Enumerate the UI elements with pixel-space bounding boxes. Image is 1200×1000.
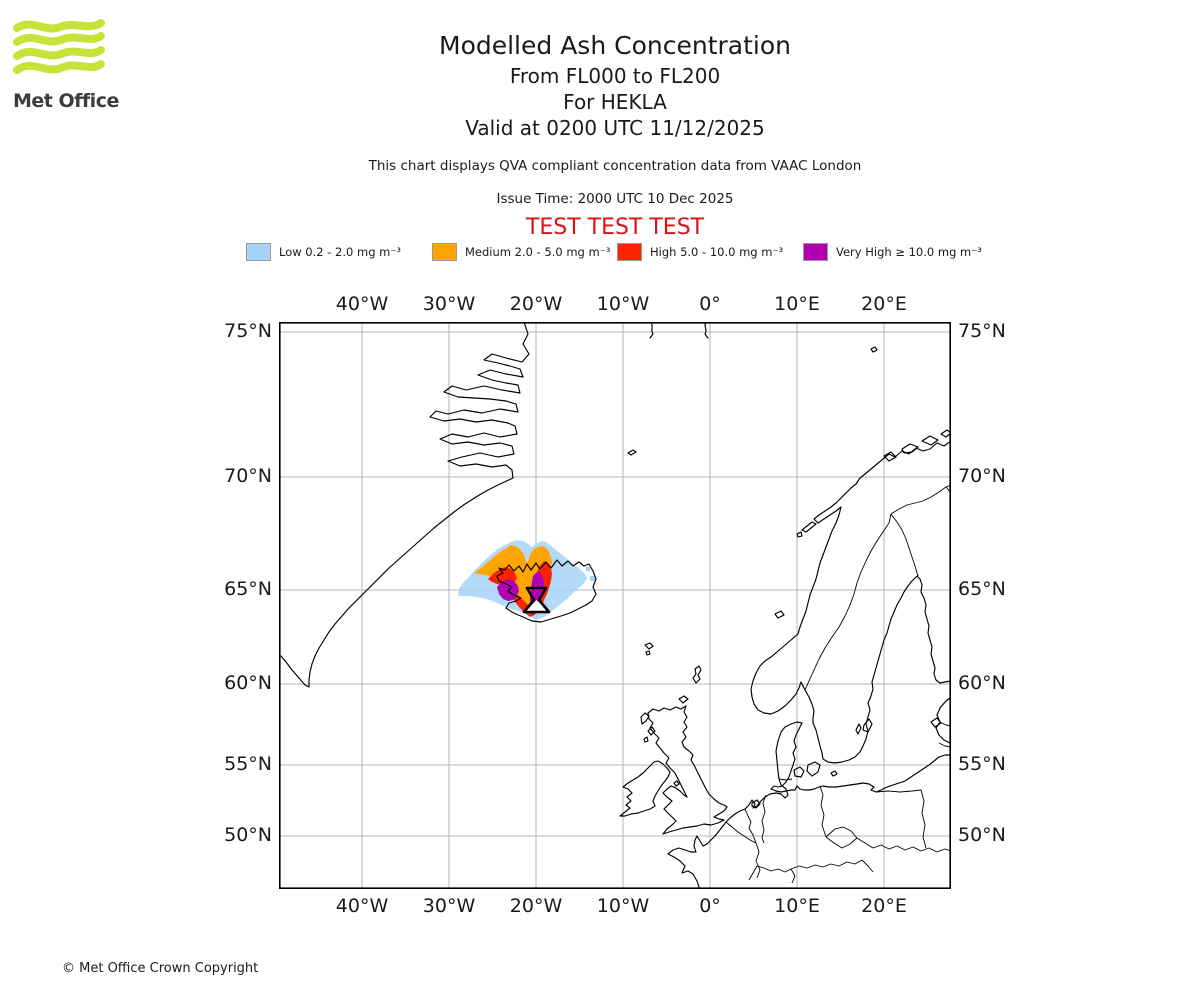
coastline-shetland	[692, 665, 702, 684]
legend-label-medium: Medium 2.0 - 5.0 mg m⁻³	[465, 245, 611, 259]
axis-tick-label: 60°N	[958, 672, 1006, 694]
legend-item-high: High 5.0 - 10.0 mg m⁻³	[617, 243, 783, 261]
logo-wordmark: Met Office	[13, 90, 119, 112]
coastline-danish-islands	[793, 761, 821, 778]
ash-region-low-speck	[586, 567, 595, 581]
legend-swatch-medium	[432, 243, 457, 261]
coastline-estonia-latvia	[930, 696, 951, 745]
legend-label-low: Low 0.2 - 2.0 mg m⁻³	[279, 245, 402, 259]
legend-swatch-low	[246, 243, 271, 261]
axis-tick-label: 75°N	[224, 320, 272, 342]
coastline-norwegian-islands	[774, 429, 951, 619]
subtitle-valid-time: Valid at 0200 UTC 11/12/2025	[465, 116, 765, 140]
coastline-continental-europe	[667, 721, 951, 889]
map-canvas	[279, 322, 951, 889]
legend-item-medium: Medium 2.0 - 5.0 mg m⁻³	[432, 243, 610, 261]
axis-tick-label: 65°N	[958, 578, 1006, 600]
met-office-logo: Met Office	[13, 16, 123, 112]
axis-tick-label: 20°W	[509, 895, 563, 917]
axis-tick-label: 10°W	[596, 895, 650, 917]
axis-tick-label: 30°W	[422, 895, 476, 917]
axis-tick-label: 55°N	[224, 753, 272, 775]
coastlines	[280, 322, 951, 889]
axis-tick-label: 65°N	[224, 578, 272, 600]
axis-tick-label: 10°E	[774, 895, 820, 917]
coastline-hebrides	[640, 712, 656, 743]
legend-label-very-high: Very High ≥ 10.0 mg m⁻³	[836, 245, 982, 259]
legend-item-very-high: Very High ≥ 10.0 mg m⁻³	[803, 243, 982, 261]
axis-tick-label: 40°W	[335, 293, 389, 315]
axis-tick-label: 75°N	[958, 320, 1006, 342]
legend-swatch-high	[617, 243, 642, 261]
country-borders	[725, 484, 951, 884]
qva-description: This chart displays QVA compliant concen…	[368, 158, 862, 174]
grid-lines	[280, 323, 950, 889]
coastline-top-edge-fragments	[649, 322, 709, 339]
volcano-marker-icon	[522, 586, 551, 614]
axis-tick-label: 10°E	[774, 293, 820, 315]
coastline-iceland	[496, 559, 597, 623]
subtitle-flight-levels: From FL000 to FL200	[509, 64, 721, 88]
coastline-great-britain	[647, 705, 728, 835]
axis-tick-label: 40°W	[335, 895, 389, 917]
axis-tick-label: 20°E	[861, 293, 907, 315]
coastline-faroe-islands	[644, 642, 654, 656]
map-frame	[279, 322, 951, 889]
axis-tick-label: 60°N	[224, 672, 272, 694]
coastline-ireland	[619, 760, 671, 817]
issue-time: Issue Time: 2000 UTC 10 Dec 2025	[496, 191, 734, 207]
axis-tick-label: 50°N	[224, 824, 272, 846]
axis-tick-label: 55°N	[958, 753, 1006, 775]
coastline-isle-of-man	[673, 780, 680, 787]
axis-tick-label: 70°N	[224, 465, 272, 487]
axis-tick-label: 70°N	[958, 465, 1006, 487]
axis-tick-label: 20°E	[861, 895, 907, 917]
legend-swatch-very-high	[803, 243, 828, 261]
coastline-scandinavia	[750, 440, 951, 764]
logo-waves-icon	[13, 19, 105, 74]
axis-tick-label: 10°W	[596, 293, 650, 315]
legend-item-low: Low 0.2 - 2.0 mg m⁻³	[246, 243, 401, 261]
coastline-ijsselmeer	[751, 799, 761, 809]
page-title: Modelled Ash Concentration	[439, 31, 791, 60]
coastline-baltic-islands	[830, 718, 873, 777]
axis-tick-label: 50°N	[958, 824, 1006, 846]
test-banner: TEST TEST TEST	[525, 215, 705, 240]
axis-tick-label: 0°	[699, 895, 721, 917]
copyright-notice: © Met Office Crown Copyright	[62, 961, 259, 976]
coastline-bear-island	[870, 346, 878, 353]
legend-label-high: High 5.0 - 10.0 mg m⁻³	[650, 245, 784, 259]
coastline-greenland	[280, 322, 530, 688]
axis-tick-label: 0°	[699, 293, 721, 315]
coastline-orkney	[678, 695, 689, 704]
axis-tick-label: 20°W	[509, 293, 563, 315]
axis-tick-label: 30°W	[422, 293, 476, 315]
coastline-jan-mayen	[627, 449, 637, 456]
subtitle-volcano: For HEKLA	[563, 90, 667, 114]
map-svg	[279, 322, 951, 889]
